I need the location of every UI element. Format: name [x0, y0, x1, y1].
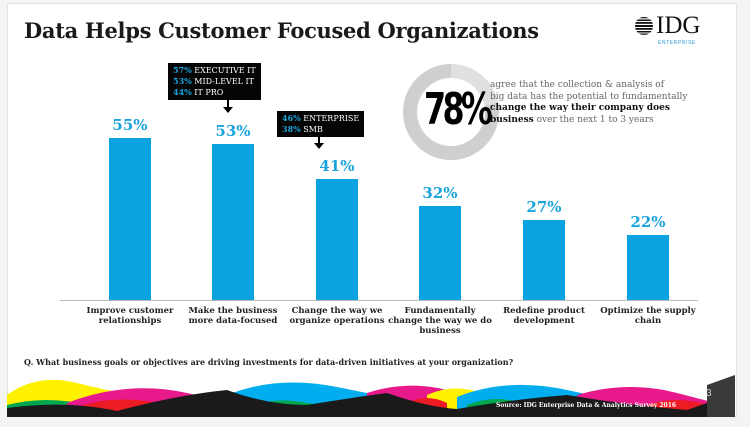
bar [316, 179, 358, 300]
arrow-icon [314, 135, 324, 149]
bar [523, 220, 565, 300]
bar [419, 205, 461, 300]
footer-waves [7, 375, 735, 417]
data-label: 41% [319, 157, 355, 176]
bar [627, 235, 669, 300]
page-number: 3 [706, 388, 712, 399]
category-label: Make the business more data-focused [188, 306, 278, 326]
category-label: Change the way we organize operations [289, 306, 385, 326]
idg-logo: IDG ENTERPRISE [634, 12, 714, 46]
data-label: 53% [215, 121, 251, 140]
data-label: 32% [422, 183, 458, 202]
source-note: Source: IDG Enterprise Data & Analytics … [496, 402, 677, 409]
x-axis-line [60, 300, 698, 301]
highlight-text: agree that the collection & analysis of … [490, 80, 688, 125]
segment-callout: 57% EXECUTIVE IT 53% MID-LEVEL IT 44% IT P… [168, 63, 261, 100]
globe-icon [635, 17, 653, 35]
data-label: 27% [526, 198, 562, 217]
category-label: Improve customer relationships [86, 306, 174, 326]
arrow-icon [223, 97, 233, 113]
highlight-value: 78% [424, 84, 493, 135]
bar [109, 138, 151, 300]
category-label: Fundamentally change the way we do busines… [388, 306, 492, 336]
ring-inner [417, 78, 485, 146]
segment-callout: 46% ENTERPRISE 38% SMB [277, 111, 365, 137]
bar [212, 143, 254, 300]
data-label: 22% [630, 213, 666, 232]
category-label: Redefine product development [503, 306, 585, 326]
page-title: Data Helps Customer Focused Organization… [24, 18, 539, 43]
survey-question: Q. What business goals or objectives are… [24, 357, 514, 367]
data-label: 55% [112, 116, 148, 134]
category-label: Optimize the supply chain [600, 306, 696, 326]
